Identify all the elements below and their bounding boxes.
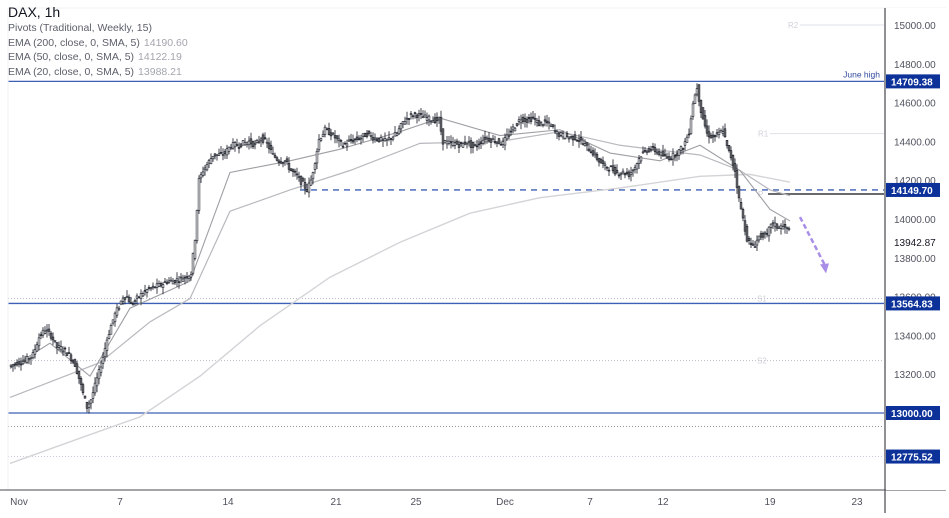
horizontal-levels[interactable]: June high (8, 69, 884, 458)
price-tick: 13800.00 (894, 254, 936, 265)
price-tick: 13200.00 (894, 370, 936, 381)
level-price-tag[interactable] (886, 74, 940, 89)
level-price-tag-text: 14709.38 (891, 77, 933, 88)
ema50-line (9, 131, 791, 399)
forecast-arrow-icon (798, 216, 829, 274)
price-tick: 13400.00 (894, 331, 936, 342)
time-tick: 14 (222, 497, 234, 508)
level-price-tag[interactable] (886, 182, 940, 197)
candlesticks (9, 83, 791, 414)
price-tick: 14400.00 (894, 137, 936, 148)
ema-lines (9, 117, 791, 465)
time-axis[interactable]: Nov 7 14 21 25 Dec 7 12 19 23 (10, 497, 863, 508)
time-tick: 23 (851, 497, 863, 508)
ema200-line (9, 173, 791, 465)
pivot-label: S2 (757, 357, 767, 366)
pivot-label: P (758, 190, 763, 199)
pivot-label: S1 (757, 295, 767, 304)
level-price-tag-text: 13000.00 (891, 409, 933, 420)
level-price-tag-text: 13564.83 (891, 299, 933, 310)
price-tick: 15000.00 (894, 21, 936, 32)
level-price-tag[interactable] (886, 406, 940, 420)
price-tick: 14000.00 (894, 215, 936, 226)
level-price-tag-text: 12775.52 (891, 453, 933, 464)
level-price-tag[interactable] (886, 296, 940, 311)
time-tick: 12 (657, 497, 669, 508)
level-price-tag[interactable] (886, 449, 940, 464)
ema20-line (9, 117, 791, 377)
level-price-tag-text: 14149.70 (891, 186, 933, 197)
time-tick: Nov (10, 497, 28, 508)
price-tick: 14200.00 (894, 176, 936, 187)
price-axis[interactable]: 15000.00 14800.00 14600.00 14400.00 14200.00… (886, 8, 946, 490)
time-tick: 21 (330, 497, 342, 508)
pivot-label: R2 (788, 21, 799, 30)
current-price-label: 13942.87 (894, 238, 936, 249)
time-tick: 7 (587, 497, 593, 508)
june-high-label: June high (843, 69, 880, 79)
price-tick: 14600.00 (894, 99, 936, 110)
time-tick: Dec (496, 497, 514, 508)
time-tick: 25 (410, 497, 422, 508)
time-tick: 7 (117, 497, 123, 508)
price-tick: 14800.00 (894, 60, 936, 71)
pivot-label: R1 (758, 130, 769, 139)
time-tick: 19 (764, 497, 776, 508)
